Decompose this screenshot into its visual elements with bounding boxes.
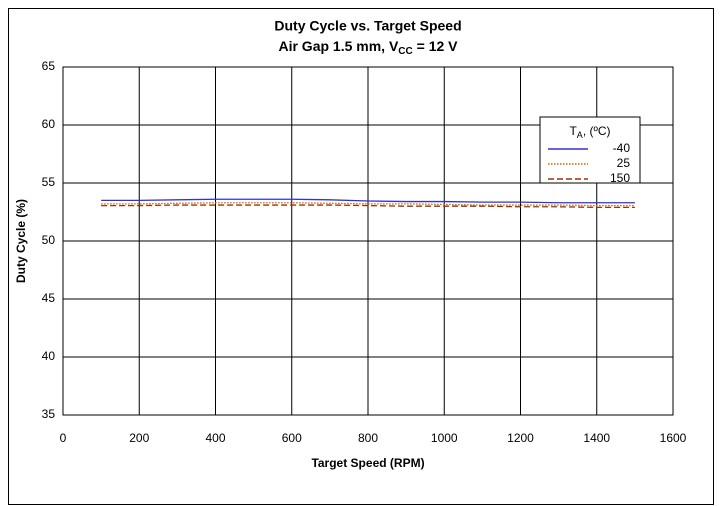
chart-frame <box>8 8 714 505</box>
series-line <box>101 202 635 207</box>
legend-label: 25 <box>617 156 631 170</box>
legend-title: TA, (ºC) <box>569 124 610 140</box>
x-axis-label: Target Speed (RPM) <box>311 456 424 470</box>
x-tick-label: 1400 <box>583 431 610 445</box>
legend-label: -40 <box>613 141 631 155</box>
legend-box <box>539 116 641 184</box>
legend-title-part: A <box>577 130 583 140</box>
y-axis-label: Duty Cycle (%) <box>14 199 28 283</box>
x-tick-label: 1600 <box>660 431 687 445</box>
subtitle-part: Air Gap 1.5 mm, V <box>278 38 398 54</box>
y-tick-label: 60 <box>42 117 56 131</box>
x-tick-label: 1200 <box>507 431 534 445</box>
legend-title-part: T <box>569 124 577 138</box>
legend-title-part: , (ºC) <box>583 124 611 138</box>
y-tick-label: 35 <box>42 407 56 421</box>
subtitle-sub: CC <box>398 46 412 57</box>
x-tick-label: 600 <box>282 431 302 445</box>
legend-label: 150 <box>610 171 630 185</box>
y-tick-label: 55 <box>42 175 56 189</box>
x-tick-label: 800 <box>358 431 378 445</box>
plot-area <box>62 66 674 416</box>
chart-title: Duty Cycle vs. Target Speed <box>274 18 461 34</box>
x-tick-label: 200 <box>129 431 149 445</box>
y-tick-label: 45 <box>42 291 56 305</box>
y-tick-label: 65 <box>42 59 56 73</box>
series-line <box>101 198 635 204</box>
x-tick-label: 1000 <box>431 431 458 445</box>
y-tick-label: 50 <box>42 233 56 247</box>
y-tick-label: 40 <box>42 349 56 363</box>
x-tick-label: 400 <box>205 431 225 445</box>
series-line <box>101 204 635 209</box>
subtitle-part: = 12 V <box>413 38 458 54</box>
x-tick-label: 0 <box>60 431 67 445</box>
chart-subtitle: Air Gap 1.5 mm, VCC = 12 V <box>278 38 458 57</box>
